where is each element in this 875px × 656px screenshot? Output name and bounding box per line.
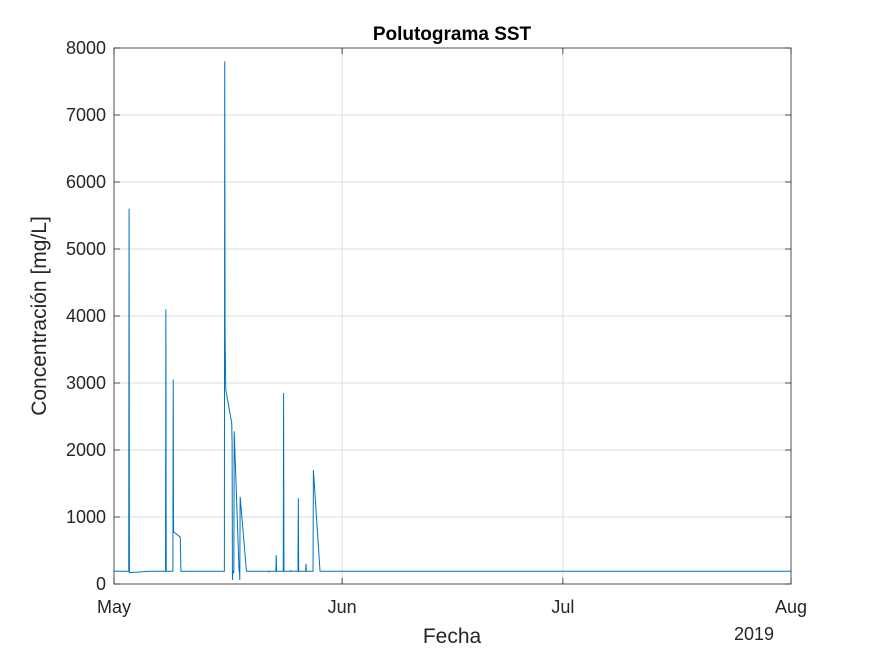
- y-tick-label: 4000: [66, 306, 106, 326]
- plot-area-frame: [113, 47, 792, 585]
- y-tick-label: 8000: [66, 38, 106, 58]
- y-tick-label: 5000: [66, 239, 106, 259]
- y-tick-label: 1000: [66, 507, 106, 527]
- chart-title: Polutograma SST: [373, 24, 532, 45]
- y-tick-label: 7000: [66, 105, 106, 125]
- x-axis-ticks: May Jun Jul Aug: [97, 48, 807, 617]
- y-tick-label: 6000: [66, 172, 106, 192]
- y-tick-label: 2000: [66, 440, 106, 460]
- y-axis-label: Concentración [mg/L]: [28, 216, 51, 416]
- y-tick-label: 3000: [66, 373, 106, 393]
- x-tick-label: Jun: [328, 597, 357, 617]
- x-axis-label: Fecha: [423, 625, 482, 648]
- grid-lines: [114, 48, 791, 584]
- x-tick-label: Aug: [775, 597, 807, 617]
- series-line: [114, 61, 791, 581]
- x-axis-year-label: 2019: [734, 624, 774, 644]
- y-tick-label: 0: [96, 574, 106, 594]
- y-axis-ticks: 0 1000 2000 3000 4000 5000 6000 7000 8000: [66, 38, 791, 594]
- x-tick-label: Jul: [551, 597, 574, 617]
- x-tick-label: May: [97, 597, 131, 617]
